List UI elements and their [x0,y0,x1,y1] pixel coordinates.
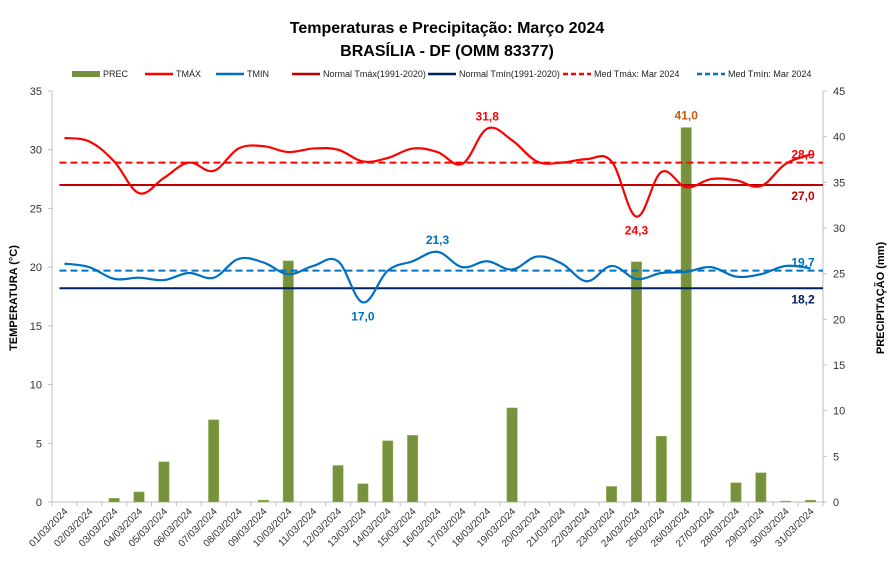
y-tick-label-left: 0 [36,497,42,509]
y-tick-label-right: 35 [833,177,845,189]
y-tick-label-right: 25 [833,269,845,281]
y-tick-label-left: 20 [30,262,42,274]
legend-item: Med Tmáx: Mar 2024 [563,69,679,79]
legend-swatch [72,71,100,77]
chart-title: Temperaturas e Precipitação: Março 2024 [290,20,605,37]
precip-bar [108,498,120,503]
y-tick-label-left: 25 [30,203,42,215]
y-tick-label-right: 45 [833,86,845,98]
precip-bar [357,483,369,503]
reference-lines [59,161,823,290]
legend: PREC TMÁX TMIN Normal Tmáx(1991-2020) Normal… [72,69,811,79]
legend-label: Med Tmín: Mar 2024 [728,69,811,79]
precip-bar [506,407,518,503]
precip-bar [730,482,742,503]
precip-bar [407,435,419,503]
y-tick-label-left: 30 [30,145,42,157]
axes: 0510152025303505101520253035404501/03/20… [27,86,845,550]
precip-bars [108,127,817,503]
data-label: 24,3 [625,224,649,238]
tmax-line [64,126,811,218]
legend-item: TMIN [216,69,269,79]
precip-bar [133,491,145,503]
precip-bar [780,500,792,503]
precip-bar [655,435,667,503]
y-tick-label-left: 5 [36,438,42,450]
data-label: 27,0 [791,189,815,203]
legend-item: Normal Tmáx(1991-2020) [292,69,426,79]
legend-label: Normal Tmín(1991-2020) [459,69,560,79]
legend-label: TMIN [247,69,269,79]
data-label: 31,8 [476,110,500,124]
legend-label: TMÁX [176,69,201,79]
data-label: 41,0 [675,109,699,123]
data-label: 18,2 [791,292,815,306]
legend-label: Normal Tmáx(1991-2020) [323,69,426,79]
precip-bar [332,465,344,503]
y-axis-left-title: TEMPERATURA (°C) [8,245,20,351]
data-label: 28,9 [791,148,815,162]
y-tick-label-left: 10 [30,380,42,392]
y-tick-label-right: 20 [833,314,845,326]
precip-bar [630,261,642,503]
precip-bar [257,499,269,503]
y-tick-label-left: 35 [30,86,42,98]
data-label: 19,7 [791,256,815,270]
precip-bar [606,486,618,503]
y-tick-label-right: 10 [833,406,845,418]
precip-bar [680,127,692,503]
precip-bar [382,440,394,503]
legend-item: Normal Tmín(1991-2020) [428,69,560,79]
y-tick-label-right: 0 [833,497,839,509]
legend-item: Med Tmín: Mar 2024 [697,69,811,79]
precip-bar [158,461,170,503]
chart-subtitle: BRASÍLIA - DF (OMM 83377) [340,41,554,60]
y-tick-label-right: 30 [833,223,845,235]
data-labels: 31,8 24,3 21,3 17,0 41,0 28,9 27,0 19,7 18,2 [351,109,815,324]
precip-bar [755,472,767,503]
tmin-line [64,250,811,304]
data-label: 17,0 [351,309,375,323]
precip-bar [282,260,294,503]
y-axis-right-title: PRECIPITAÇÃO (mm) [874,242,887,355]
temperature-lines [64,126,811,304]
legend-item: PREC [72,69,129,79]
y-tick-label-right: 40 [833,132,845,144]
precip-bar [208,419,220,503]
y-tick-label-right: 5 [833,451,839,463]
legend-label: PREC [103,69,129,79]
y-tick-label-left: 15 [30,321,42,333]
y-tick-label-right: 15 [833,360,845,372]
precip-bar [805,499,817,503]
legend-label: Med Tmáx: Mar 2024 [594,69,679,79]
data-label: 21,3 [426,233,450,247]
legend-item: TMÁX [145,69,201,79]
